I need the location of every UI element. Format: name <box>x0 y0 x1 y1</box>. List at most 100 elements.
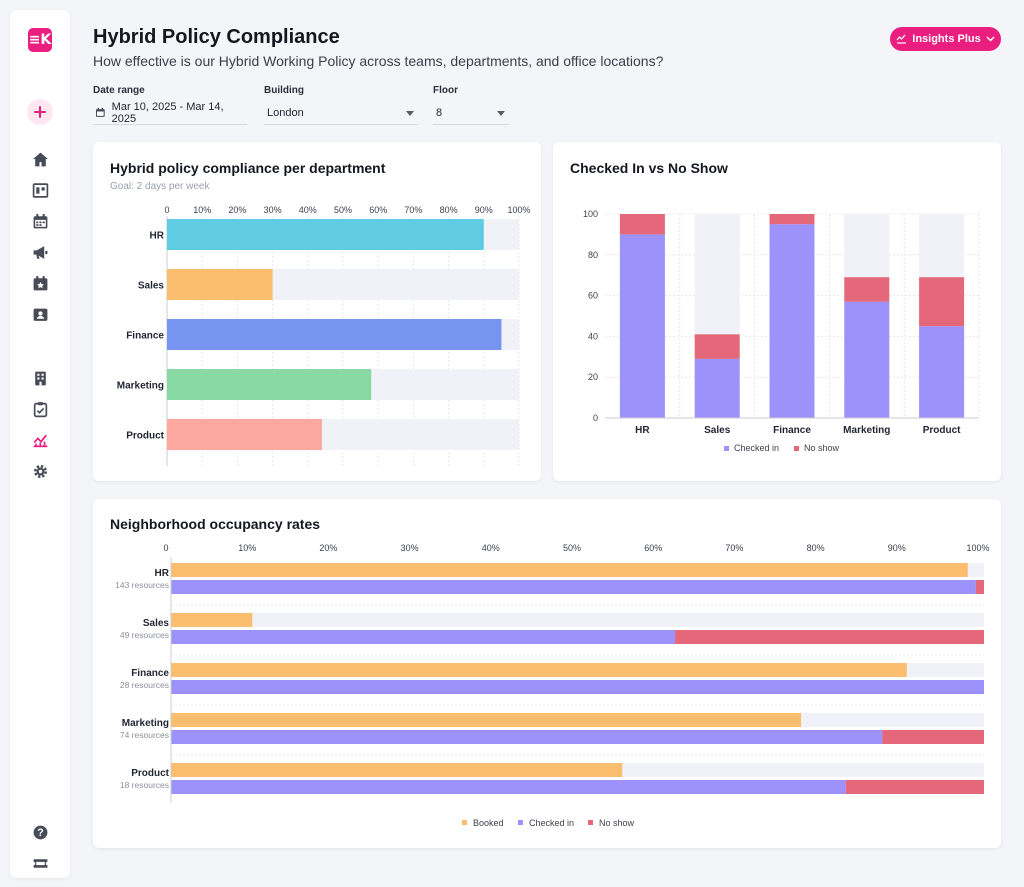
building-icon <box>34 371 46 385</box>
no-show-bar-marketing <box>844 277 890 302</box>
date-range-picker[interactable]: Mar 10, 2025 - Mar 14, 2025 <box>93 101 247 125</box>
sidebar-item-help[interactable]: ? <box>27 821 53 843</box>
no-show-bar-hr <box>975 580 984 594</box>
app-logo[interactable]: ≡K <box>28 28 52 52</box>
category-label: Sales <box>704 425 731 436</box>
category-label: Product <box>131 768 169 779</box>
category-label: Sales <box>143 618 170 629</box>
chevron-down-icon <box>986 36 995 42</box>
y-tick-label: 100 <box>583 209 598 219</box>
calendar-icon <box>33 213 47 228</box>
x-tick-label: 50% <box>563 543 581 553</box>
y-tick-label: 0 <box>593 413 598 423</box>
x-tick-label: 40% <box>482 543 500 553</box>
x-tick-label: 70% <box>725 543 743 553</box>
building-value: London <box>267 106 304 119</box>
category-label: HR <box>155 568 170 579</box>
sidebar-item-events[interactable] <box>27 272 53 294</box>
legend-swatch <box>724 446 729 451</box>
checkin-chart: 0 20 40 60 80 100 HR Sales Finance Marketing Produ… <box>583 209 980 453</box>
calendar-icon <box>96 107 105 117</box>
no-show-bar-product <box>919 277 965 327</box>
page-title: Hybrid Policy Compliance <box>93 26 340 48</box>
compliance-chart-title: Hybrid policy compliance per department <box>110 160 386 176</box>
sidebar-item-buildings[interactable] <box>27 367 53 389</box>
date-range-value: Mar 10, 2025 - Mar 14, 2025 <box>111 100 224 125</box>
date-range-label: Date range <box>93 85 145 96</box>
booked-bar-finance <box>171 663 907 677</box>
resource-count: 49 resources <box>120 630 169 640</box>
checked-in-bar-sales <box>694 358 740 418</box>
floor-select[interactable]: 8 <box>433 101 509 125</box>
category-label: Finance <box>126 331 164 342</box>
sidebar-item-bookings[interactable] <box>27 179 53 201</box>
plus-icon <box>34 106 46 118</box>
resource-count: 18 resources <box>120 780 169 790</box>
sidebar-item-visitors[interactable] <box>27 303 53 325</box>
no-show-bar-hr <box>619 214 665 235</box>
bar-product <box>167 419 322 450</box>
x-tick-label: 60% <box>644 543 662 553</box>
x-tick-label: 30% <box>264 205 282 215</box>
x-tick-label: 0 <box>164 205 169 215</box>
chevron-down-icon <box>406 111 414 116</box>
building-select[interactable]: London <box>264 101 418 125</box>
booked-bar-hr <box>171 563 968 577</box>
sidebar-item-tickets[interactable] <box>27 852 53 874</box>
y-tick-label: 80 <box>588 250 598 260</box>
category-label: Finance <box>773 425 811 436</box>
category-label: HR <box>635 425 650 436</box>
sidebar-item-home[interactable] <box>27 148 53 170</box>
no-show-bar-sales <box>675 630 984 644</box>
bar-sales <box>167 269 273 300</box>
x-tick-label: 90% <box>888 543 906 553</box>
legend-swatch <box>462 820 467 825</box>
sidebar-item-settings[interactable] <box>27 460 53 482</box>
sidebar-item-announcements[interactable] <box>27 241 53 263</box>
x-tick-label: 70% <box>404 205 422 215</box>
checked-in-bar-hr <box>619 234 665 418</box>
sidebar-item-calendar[interactable] <box>27 210 53 232</box>
chart-icon <box>896 34 907 44</box>
booked-bar-sales <box>171 613 253 627</box>
checked-in-bar-sales <box>171 630 676 644</box>
megaphone-icon <box>33 245 47 259</box>
occupancy-chart-title: Neighborhood occupancy rates <box>110 516 321 532</box>
sidebar-item-tasks[interactable] <box>27 398 53 420</box>
sidebar: ≡K ? <box>10 10 70 878</box>
svg-text:?: ? <box>37 827 43 839</box>
compliance-card: Hybrid policy compliance per department … <box>93 142 541 481</box>
x-tick-label: 10% <box>238 543 256 553</box>
calendar-star-icon <box>33 275 47 290</box>
x-tick-label: 100% <box>507 205 530 215</box>
floor-value: 8 <box>436 106 443 119</box>
insights-plus-label: Insights Plus <box>912 33 981 45</box>
resource-count: 143 resources <box>115 580 169 590</box>
building-label: Building <box>264 85 304 96</box>
x-tick-label: 80% <box>440 205 458 215</box>
insights-plus-button[interactable]: Insights Plus <box>890 27 1001 51</box>
y-tick-label: 40 <box>588 331 598 341</box>
floor-label: Floor <box>433 85 458 96</box>
x-tick-label: 0 <box>163 543 168 553</box>
checked-in-bar-product <box>919 326 965 418</box>
bar-track <box>171 613 984 627</box>
legend-label: Booked <box>473 818 504 828</box>
legend-swatch <box>588 820 593 825</box>
resource-count: 28 resources <box>120 680 169 690</box>
ticket-icon <box>33 858 47 868</box>
x-tick-label: 50% <box>334 205 352 215</box>
y-tick-label: 60 <box>588 291 598 301</box>
checked-in-bar-marketing <box>171 730 883 744</box>
checkin-chart-title: Checked In vs No Show <box>570 160 728 176</box>
desk-icon <box>32 182 48 198</box>
x-tick-label: 20% <box>228 205 246 215</box>
no-show-bar-product <box>845 780 984 794</box>
sidebar-item-insights[interactable] <box>27 429 53 451</box>
add-button[interactable] <box>27 99 53 125</box>
x-tick-label: 30% <box>401 543 419 553</box>
compliance-chart: 0 10% 20% 30% 40% 50% 60% 70% 80% 90% 100% HR Sales F… <box>117 205 531 466</box>
category-label: Marketing <box>843 425 890 436</box>
booked-bar-marketing <box>171 713 802 727</box>
